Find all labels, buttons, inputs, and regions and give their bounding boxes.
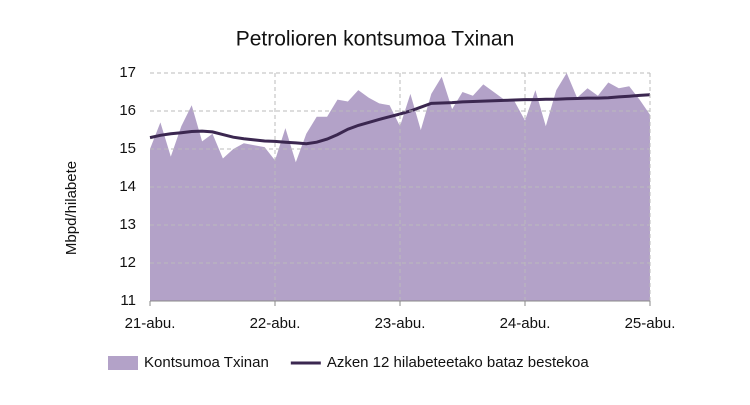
x-tick-label: 21-abu. — [125, 315, 176, 332]
y-tick-label: 17 — [119, 64, 136, 81]
y-tick-label: 13 — [119, 216, 136, 233]
x-tick-label: 23-abu. — [375, 315, 426, 332]
legend-swatch — [108, 356, 138, 370]
y-tick-label: 14 — [119, 178, 136, 195]
legend-label: Kontsumoa Txinan — [144, 354, 269, 371]
x-tick-label: 25-abu. — [625, 315, 676, 332]
y-tick-label: 15 — [119, 140, 136, 157]
chart-title: Petrolioren kontsumoa Txinan — [236, 28, 515, 51]
x-tick-label: 22-abu. — [250, 315, 301, 332]
y-tick-label: 11 — [120, 292, 136, 309]
y-tick-label: 16 — [119, 102, 136, 119]
legend-label: Azken 12 hilabeteetako bataz bestekoa — [327, 354, 590, 371]
y-tick-label: 12 — [119, 254, 136, 271]
line — [149, 93, 651, 146]
x-tick-label: 24-abu. — [500, 315, 551, 332]
y-axis-label: Mbpd/hilabete — [63, 161, 80, 255]
